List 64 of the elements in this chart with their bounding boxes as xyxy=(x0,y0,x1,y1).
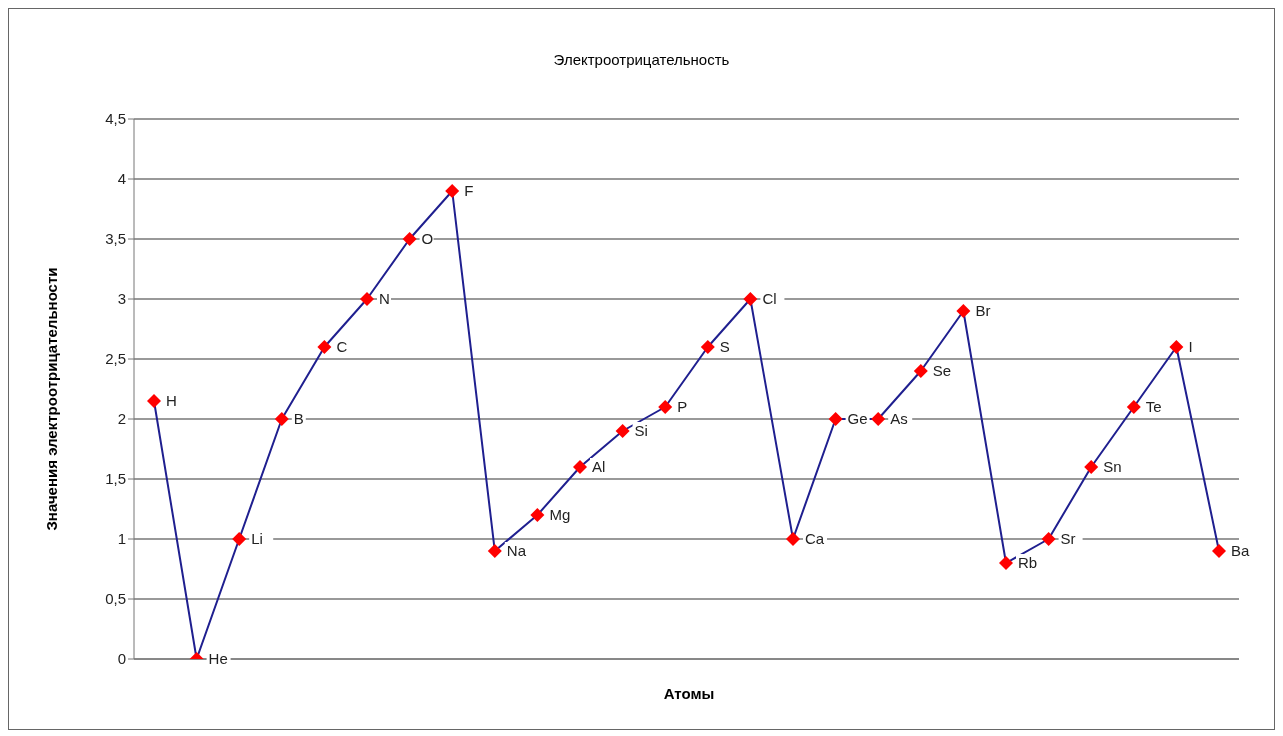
point xyxy=(530,508,545,522)
x-tick-label: S xyxy=(719,338,730,355)
x-tick-label: I xyxy=(1188,338,1193,355)
x-tick-label: Al xyxy=(592,458,606,475)
y-tick-label: 1,5 xyxy=(105,470,126,488)
x-tick-label: Ba xyxy=(1231,542,1250,559)
point xyxy=(1212,544,1226,558)
y-tick-label: 4,5 xyxy=(105,110,126,128)
y-tick-label: 2,5 xyxy=(105,350,126,368)
x-tick-label: As xyxy=(890,410,908,427)
point xyxy=(1169,340,1184,354)
x-tick-label: N xyxy=(379,290,390,307)
x-tick-label: Si xyxy=(634,422,648,439)
point xyxy=(402,232,417,246)
x-tick-label: Cl xyxy=(762,290,777,307)
x-tick-label: F xyxy=(464,182,474,199)
point xyxy=(743,292,758,306)
y-tick-label: 3,5 xyxy=(105,230,126,248)
x-tick-label: Sn xyxy=(1103,458,1122,475)
point xyxy=(700,340,715,354)
x-tick-label: Na xyxy=(506,542,527,559)
y-tick-label: 0,5 xyxy=(105,590,126,608)
point xyxy=(828,412,843,426)
x-axis-title: Атомы xyxy=(662,685,716,702)
point xyxy=(871,412,886,426)
y-tick-label: 1 xyxy=(117,530,126,548)
y-tick-label: 3 xyxy=(117,290,126,308)
point xyxy=(999,556,1013,570)
point xyxy=(913,364,928,378)
x-tick-label: Mg xyxy=(549,506,571,523)
x-tick-label: Br xyxy=(975,302,991,319)
point xyxy=(1126,400,1141,414)
point xyxy=(1084,460,1099,474)
point xyxy=(232,532,247,546)
x-tick-label: Ca xyxy=(805,530,825,547)
point xyxy=(786,532,800,546)
point xyxy=(487,544,502,558)
point xyxy=(317,340,332,354)
y-tick-label: 2 xyxy=(117,410,126,428)
x-tick-label: H xyxy=(166,392,177,409)
point xyxy=(573,460,587,474)
x-tick-label: P xyxy=(677,398,688,415)
x-tick-label: Se xyxy=(932,362,952,379)
x-tick-label: Te xyxy=(1145,398,1162,415)
point xyxy=(615,424,630,438)
x-tick-label: Rb xyxy=(1018,554,1038,571)
chart-title: Электроотрицательность xyxy=(552,51,731,68)
x-tick-label: Ge xyxy=(847,410,868,427)
x-tick-label: Sr xyxy=(1060,530,1076,547)
y-tick-label: 4 xyxy=(117,170,126,188)
x-tick-label: C xyxy=(336,338,348,355)
point xyxy=(1041,532,1056,546)
y-axis-title: Значения электроотрицательности xyxy=(42,267,60,531)
point xyxy=(147,394,161,408)
point xyxy=(658,400,673,414)
point xyxy=(274,412,289,426)
point xyxy=(445,184,460,198)
x-tick-label: Li xyxy=(251,530,263,547)
point xyxy=(360,292,374,306)
x-tick-label: O xyxy=(421,230,434,247)
x-tick-label: B xyxy=(293,410,304,427)
y-tick-label: 0 xyxy=(117,650,126,668)
point xyxy=(956,304,971,318)
x-tick-label: He xyxy=(208,650,228,667)
